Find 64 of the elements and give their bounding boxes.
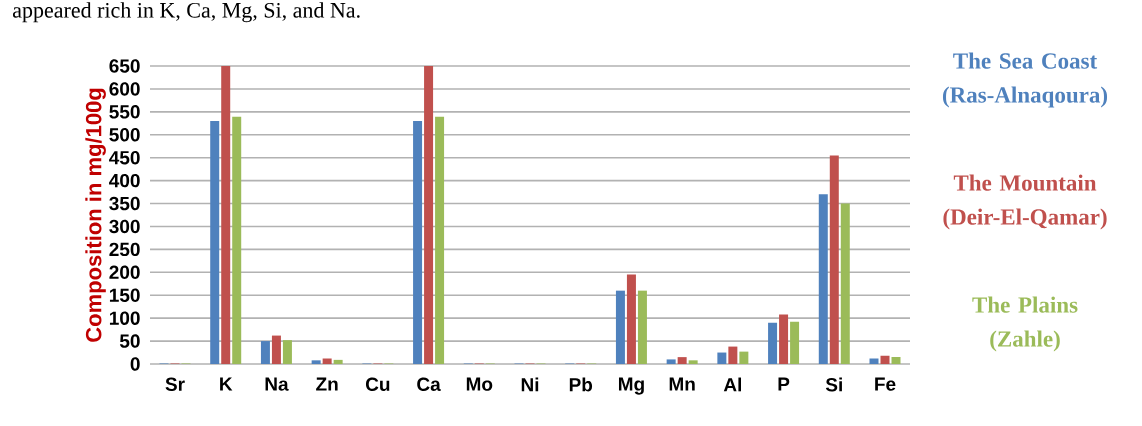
text: The Plains (Zahle) (972, 296, 1078, 352)
bar (333, 359, 343, 364)
x-tick-label: P (778, 377, 790, 391)
x-tick-label: Pb (569, 377, 593, 392)
text: appeared rich in K, Ca, Mg, Si, and Na. (12, 2, 360, 23)
bar (768, 322, 778, 364)
x-tick-label: Mn (669, 377, 695, 391)
bar (637, 290, 647, 364)
bar (413, 121, 423, 364)
y-tick-label: 400 (109, 173, 140, 188)
y-tick-label: 350 (109, 196, 140, 211)
x-tick-label: Cu (365, 377, 390, 391)
bar (615, 290, 625, 364)
bar (221, 66, 231, 364)
bar (739, 351, 749, 364)
bar (260, 341, 270, 364)
bar (424, 66, 434, 364)
bar (626, 274, 636, 364)
bar (210, 121, 220, 364)
bar (232, 116, 242, 364)
y-tick-label: 650 (109, 59, 140, 73)
x-tick-label: Zn (316, 377, 338, 391)
text: The Sea Coast (Ras-Alnaqoura) (942, 52, 1108, 108)
bar (869, 358, 879, 364)
bar (435, 116, 445, 364)
bar (779, 314, 789, 364)
y-tick-label: 150 (109, 288, 140, 302)
y-tick-label: 600 (109, 82, 140, 96)
bar (311, 360, 321, 364)
bar (891, 357, 901, 364)
x-tick-label: Na (265, 377, 289, 391)
x-tick-label: Fe (875, 377, 896, 391)
bar (666, 359, 676, 364)
bar (790, 321, 800, 364)
x-tick-label: Al (723, 377, 742, 392)
x-tick-label: Mo (466, 377, 493, 391)
y-tick-label: 500 (109, 128, 140, 142)
y-tick-label: 50 (119, 334, 140, 348)
y-tick-label: 0 (130, 357, 140, 371)
bar (829, 155, 839, 364)
y-tick-label: 250 (109, 242, 140, 257)
x-tick-label: K (220, 377, 233, 391)
x-tick-label: Si (825, 377, 842, 392)
x-tick-label: Mg (618, 377, 644, 395)
bar (271, 335, 281, 364)
y-tick-label: 100 (109, 311, 140, 325)
y-tick-label: 450 (109, 150, 140, 165)
bar (717, 352, 727, 364)
y-tick-label: 550 (109, 105, 140, 119)
bar (818, 194, 828, 364)
bar (728, 346, 738, 364)
y-tick-label: 200 (109, 265, 140, 280)
x-tick-label: Sr (165, 377, 185, 391)
bar (688, 360, 698, 364)
y-tick-label: 300 (109, 219, 140, 234)
bar (880, 355, 890, 364)
y-axis-title: Composition in mg/100g (85, 88, 106, 342)
bar (677, 357, 687, 364)
bar (322, 358, 332, 364)
bar (282, 340, 292, 364)
x-tick-label: Ni (521, 377, 539, 392)
x-tick-label: Ca (417, 377, 441, 391)
bar (840, 203, 850, 364)
text: The Mountain (Deir-El-Qamar) (943, 174, 1107, 230)
